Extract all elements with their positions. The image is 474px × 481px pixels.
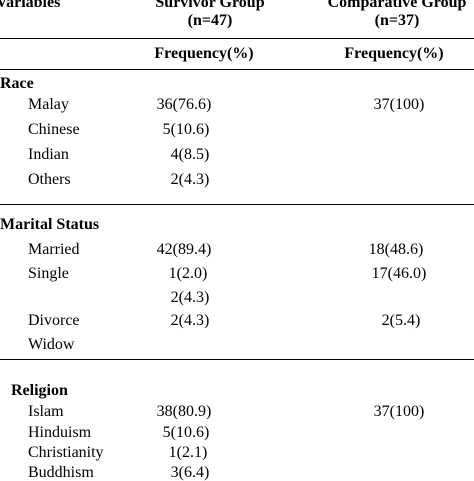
row-label: Indian xyxy=(28,146,69,163)
row-survivor-value: 4(8.5) xyxy=(170,146,210,163)
row-survivor-value: 3(6.4) xyxy=(170,464,210,481)
row-label: Christianity xyxy=(28,444,104,461)
header-rule-2 xyxy=(0,69,474,70)
section-title-marital-status: Marital Status xyxy=(0,216,100,233)
row-survivor-value: 5(10.6) xyxy=(162,121,210,138)
row-survivor-value: 2(4.3) xyxy=(170,289,210,306)
header-rule-1 xyxy=(0,38,474,39)
section-rule-marital-status xyxy=(0,359,474,360)
row-comparative-value: 37(100) xyxy=(373,96,425,113)
section-title-religion: Religion xyxy=(11,382,68,399)
row-survivor-value: 38(80.9) xyxy=(156,403,212,420)
row-label: Chinese xyxy=(28,121,80,138)
row-label: Malay xyxy=(28,96,69,113)
row-survivor-value: 36(76.6) xyxy=(156,96,212,113)
row-label: Buddhism xyxy=(28,464,94,481)
section-rule-race xyxy=(0,204,474,205)
header-comparative-group: Comparative Group xyxy=(327,0,467,11)
row-label: Others xyxy=(28,171,71,188)
section-title-race: Race xyxy=(0,75,34,92)
row-label: Married xyxy=(28,241,80,258)
row-survivor-value: 42(89.4) xyxy=(156,241,212,258)
row-comparative-value: 2(5.4) xyxy=(381,312,421,329)
row-survivor-value: 2(4.3) xyxy=(170,312,210,329)
row-survivor-value: 1(2.1) xyxy=(168,444,208,461)
header-survivor-group: Survivor Group xyxy=(155,0,265,11)
header-frequency-comparative: Frequency(%) xyxy=(344,45,444,62)
row-label: Single xyxy=(28,265,69,282)
header-survivor-n: (n=47) xyxy=(187,12,233,29)
row-comparative-value: 18(48.6) xyxy=(368,241,424,258)
row-label: Widow xyxy=(28,336,75,353)
row-survivor-value: 1(2.0) xyxy=(168,265,208,282)
row-comparative-value: 37(100) xyxy=(373,403,425,420)
header-variables: Variables xyxy=(0,0,61,11)
row-label: Hinduism xyxy=(28,424,92,441)
row-label: Divorce xyxy=(28,312,80,329)
row-comparative-value: 17(46.0) xyxy=(371,265,427,282)
row-survivor-value: 2(4.3) xyxy=(170,171,210,188)
row-survivor-value: 5(10.6) xyxy=(162,424,210,441)
row-label: Islam xyxy=(28,403,64,420)
header-frequency-survivor: Frequency(%) xyxy=(154,45,254,62)
header-comparative-n: (n=37) xyxy=(374,12,420,29)
